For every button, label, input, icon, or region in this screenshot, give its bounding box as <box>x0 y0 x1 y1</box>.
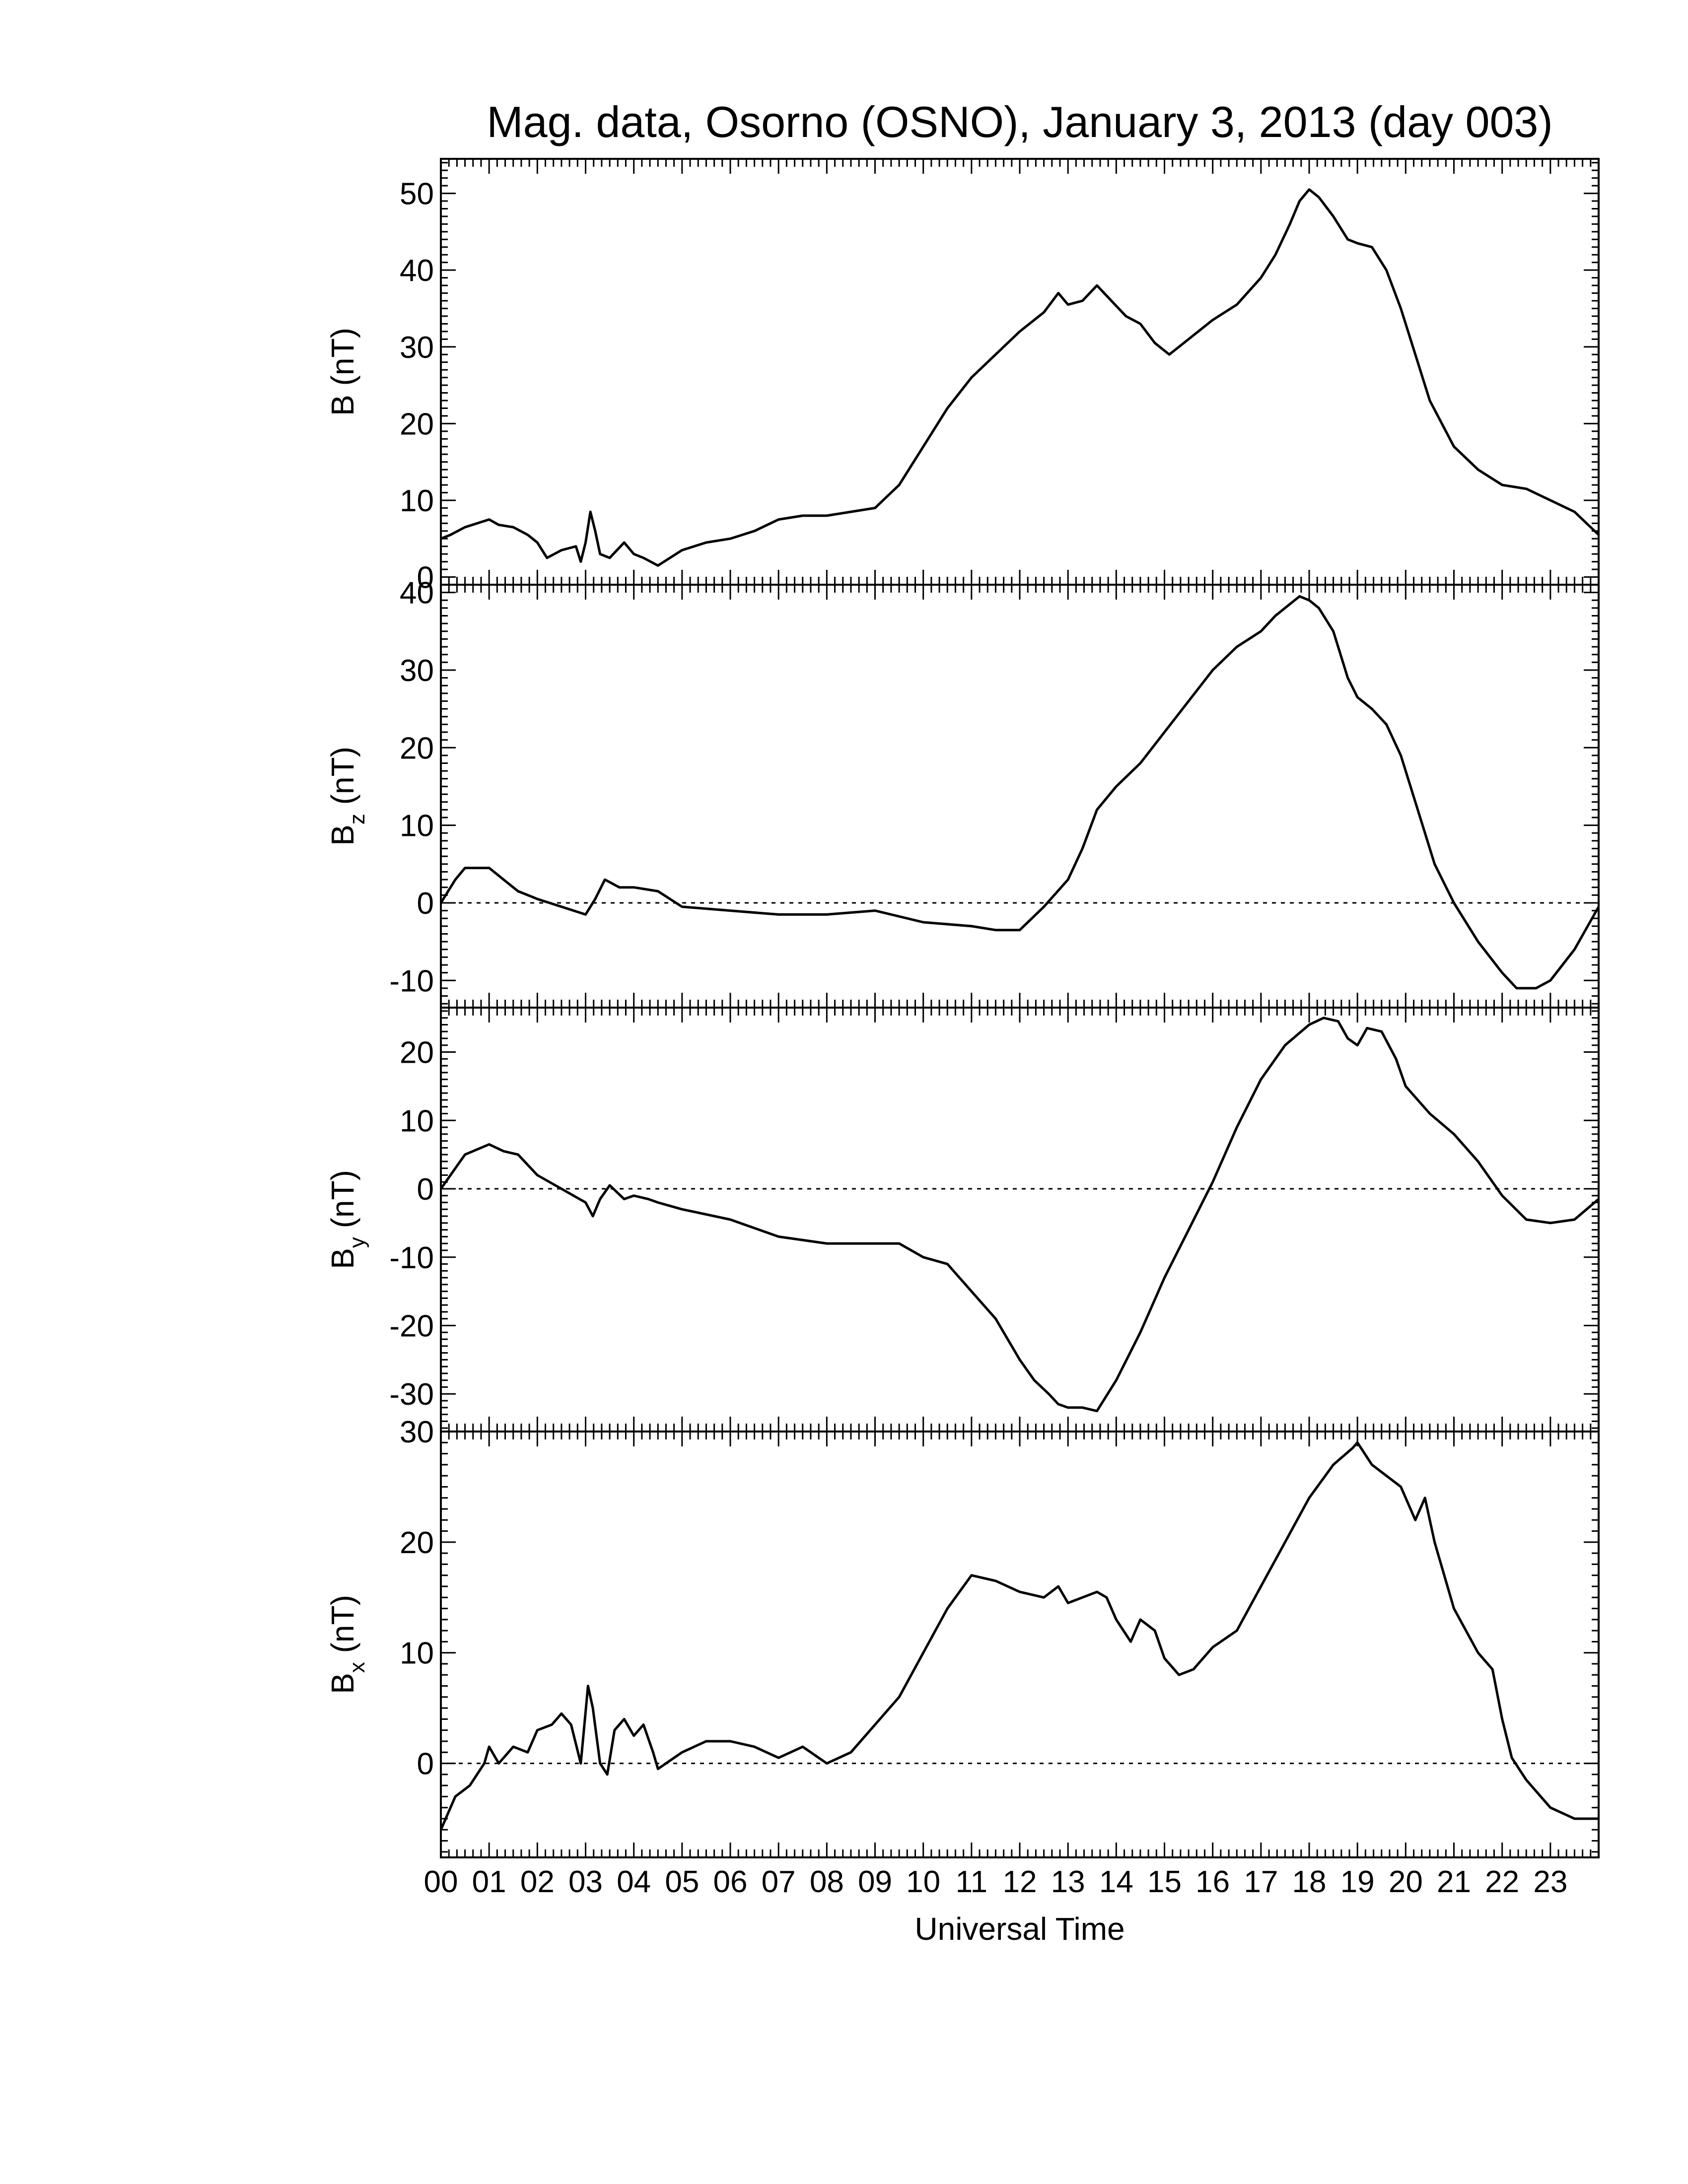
y-tick-label: 10 <box>400 1104 434 1138</box>
x-tick-label: 09 <box>858 1865 892 1899</box>
y-axis-label: By (nT) <box>325 1170 369 1269</box>
series-line-panel-0 <box>440 188 1600 567</box>
y-axis-label-subscript: x <box>345 1662 369 1673</box>
x-tick-label: 05 <box>665 1865 699 1899</box>
x-tick-label: 00 <box>424 1865 458 1899</box>
y-tick-label: 50 <box>400 177 434 211</box>
series-line-panel-1 <box>439 595 1600 990</box>
y-tick-label: 10 <box>400 1637 434 1671</box>
x-axis-label: Universal Time <box>914 1911 1125 1947</box>
y-tick-label: 0 <box>417 1747 434 1781</box>
x-tick-label: 11 <box>956 1865 987 1899</box>
y-tick-label: -10 <box>389 964 434 998</box>
y-tick-label: 10 <box>400 484 434 518</box>
x-tick-label: 04 <box>617 1865 651 1899</box>
x-tick-label: 01 <box>472 1865 506 1899</box>
series-line-panel-2 <box>439 1017 1600 1413</box>
y-tick-label: 40 <box>400 254 434 288</box>
y-tick-label: 20 <box>400 731 434 765</box>
y-axis-label-unit: (nT) <box>325 1595 360 1662</box>
x-tick-label: 02 <box>520 1865 555 1899</box>
x-tick-label: 16 <box>1196 1865 1230 1899</box>
y-tick-label: 0 <box>417 1172 434 1207</box>
y-axis-label-main: B <box>325 1248 360 1269</box>
panel-3: 0 10 20 30 Bx (nT) <box>325 1415 1600 1858</box>
x-tick-label: 23 <box>1533 1865 1567 1899</box>
x-tick-label: 03 <box>568 1865 603 1899</box>
x-tick-label: 13 <box>1051 1865 1085 1899</box>
x-tick-label: 08 <box>810 1865 844 1899</box>
y-tick-label: 0 <box>417 561 434 595</box>
y-tick-label: 40 <box>400 576 434 611</box>
x-tick-label: 12 <box>1003 1865 1037 1899</box>
chart-title: Mag. data, Osorno (OSNO), January 3, 201… <box>487 97 1552 146</box>
y-axis-label: B (nT) <box>325 328 360 416</box>
y-tick-label: 20 <box>400 1036 434 1070</box>
series-line-panel-3 <box>439 1441 1599 1831</box>
y-axis-label-unit: (nT) <box>325 747 360 814</box>
y-axis-label-main: B <box>325 395 360 416</box>
y-axis-label-subscript: y <box>345 1237 369 1248</box>
y-axis-label-unit: (nT) <box>325 328 360 395</box>
panel-frame <box>440 584 1600 1009</box>
y-axis-label-main: B <box>325 1673 360 1694</box>
panel-0: 0 10 20 30 40 50 B (nT) <box>325 158 1600 595</box>
y-tick-label: -10 <box>389 1241 434 1275</box>
y-axis-label-subscript: z <box>345 814 369 824</box>
x-tick-label: 07 <box>762 1865 796 1899</box>
panel-2: -30 -20 -10 0 10 20 By (nT) <box>325 1007 1600 1433</box>
x-tick-label: 15 <box>1147 1865 1182 1899</box>
y-axis-label: Bz (nT) <box>325 747 369 846</box>
y-tick-label: 0 <box>417 887 434 921</box>
x-tick-label: 18 <box>1292 1865 1327 1899</box>
y-tick-label: -20 <box>389 1309 434 1344</box>
panel-frame <box>440 1007 1600 1433</box>
y-tick-label: 30 <box>400 1415 434 1449</box>
y-tick-label: 30 <box>400 331 434 365</box>
panel-1: -10 0 10 20 30 40 Bz (nT) <box>325 576 1600 1009</box>
y-tick-label: 20 <box>400 407 434 441</box>
x-tick-label: 20 <box>1389 1865 1423 1899</box>
y-tick-label: 30 <box>400 654 434 688</box>
y-axis-label-unit: (nT) <box>325 1170 360 1237</box>
x-axis: 00 01 02 03 04 05 06 07 08 09 10 11 12 13 14 15 16 17 18 19… <box>424 1865 1568 1899</box>
y-axis-label: Bx (nT) <box>325 1595 369 1694</box>
x-tick-label: 10 <box>906 1865 940 1899</box>
x-tick-label: 21 <box>1437 1865 1471 1899</box>
y-axis-label-main: B <box>325 824 360 846</box>
y-tick-label: 20 <box>400 1526 434 1560</box>
x-tick-label: 06 <box>713 1865 748 1899</box>
y-tick-label: -30 <box>389 1377 434 1412</box>
panel-frame <box>440 158 1600 586</box>
x-tick-label: 14 <box>1099 1865 1133 1899</box>
y-tick-label: 10 <box>400 809 434 843</box>
panel-frame <box>440 1431 1600 1858</box>
x-tick-label: 19 <box>1340 1865 1375 1899</box>
x-tick-label: 22 <box>1485 1865 1519 1899</box>
x-tick-label: 17 <box>1244 1865 1278 1899</box>
